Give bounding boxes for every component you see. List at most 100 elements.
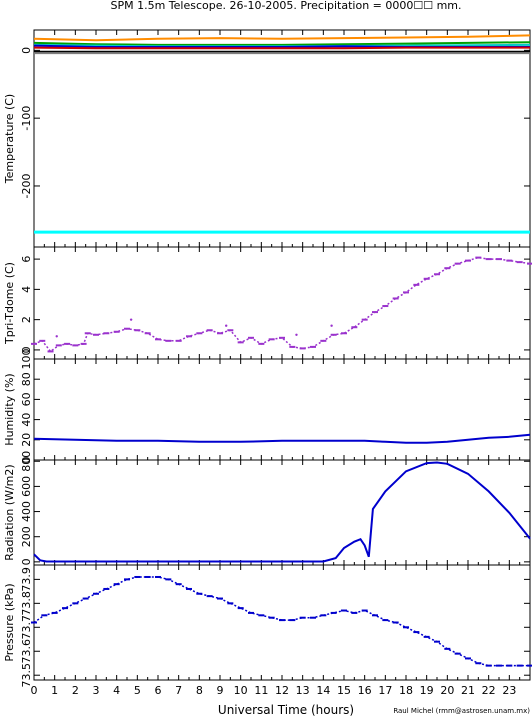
y-tick-label-humidity: 60	[20, 392, 33, 406]
series-line-temperature-1	[33, 41, 531, 46]
data-point-tdiff	[444, 267, 451, 270]
outlier-point-tdiff	[225, 324, 228, 327]
y-tick-label-pressure: 73.7	[20, 615, 33, 640]
y-tick-label-humidity: 80	[20, 372, 33, 386]
data-point-pressure	[217, 597, 223, 600]
data-point-pressure	[423, 635, 430, 638]
data-point-tdiff	[186, 335, 192, 338]
data-point-pressure	[475, 662, 482, 665]
y-tick-label-radiation: 200	[20, 526, 33, 547]
data-point-pressure	[454, 652, 461, 655]
data-point-tdiff	[80, 342, 87, 345]
data-point-tdiff	[310, 345, 316, 348]
y-tick-label-radiation: 400	[20, 501, 33, 522]
data-point-pressure	[527, 664, 532, 667]
panel-frame-radiation	[33, 459, 531, 566]
data-point-pressure	[403, 626, 409, 629]
data-point-pressure	[485, 664, 492, 667]
x-tick-label: 2	[72, 684, 79, 697]
data-point-tdiff	[72, 344, 79, 347]
y-tick-label-pressure: 73.5	[20, 663, 33, 688]
y-axis-label-humidity: Humidity (%)	[3, 373, 16, 445]
y-tick-label-humidity: 20	[20, 433, 33, 447]
data-point-tdiff	[55, 344, 62, 347]
x-tick-label: 11	[254, 684, 268, 697]
data-point-tdiff	[403, 291, 409, 294]
data-point-pressure	[62, 607, 68, 610]
data-point-tdiff	[175, 339, 182, 342]
x-tick-label: 15	[337, 684, 351, 697]
x-tick-label: 8	[196, 684, 203, 697]
data-point-tdiff	[103, 332, 110, 335]
y-tick-label-humidity: 100	[20, 349, 33, 370]
data-point-tdiff	[361, 318, 368, 321]
y-tick-label-radiation: 600	[20, 476, 33, 497]
data-point-tdiff	[268, 338, 275, 341]
data-point-pressure	[31, 621, 37, 624]
outlier-point-tdiff	[129, 318, 133, 321]
panel-frame-humidity	[33, 358, 531, 461]
data-point-pressure	[175, 583, 182, 586]
data-point-pressure	[496, 664, 502, 667]
y-tick-label-temperature: 0	[20, 47, 33, 54]
data-point-pressure	[196, 592, 203, 595]
x-tick-label: 12	[275, 684, 289, 697]
y-tick-label-radiation: 800	[20, 451, 33, 472]
data-point-tdiff	[341, 332, 347, 335]
data-point-tdiff	[165, 339, 172, 342]
data-point-pressure	[341, 609, 347, 612]
data-point-pressure	[72, 602, 79, 605]
data-point-tdiff	[413, 283, 420, 286]
x-tick-label: 6	[155, 684, 162, 697]
data-point-pressure	[51, 611, 58, 614]
data-point-pressure	[237, 607, 244, 610]
data-point-pressure	[103, 587, 110, 590]
data-point-tdiff	[227, 329, 234, 332]
data-point-tdiff	[196, 332, 203, 335]
panels: 0 -100 -200 Temperature (C) 0 2 4 6 Tpri-Tdome (…	[3, 29, 532, 697]
data-point-tdiff	[299, 347, 306, 350]
data-point-pressure	[351, 611, 358, 614]
x-tick-label: 0	[31, 684, 38, 697]
data-point-tdiff	[527, 262, 532, 265]
data-point-tdiff	[237, 341, 244, 344]
data-point-tdiff	[93, 333, 99, 336]
data-point-tdiff	[258, 342, 265, 345]
data-point-pressure	[434, 640, 440, 643]
x-tick-label: 22	[482, 684, 496, 697]
y-tick-label-pressure: 73.6	[20, 639, 33, 664]
data-point-pressure	[413, 631, 420, 634]
data-point-pressure	[186, 587, 192, 590]
data-point-tdiff	[144, 332, 151, 335]
data-point-tdiff	[320, 339, 327, 342]
data-point-pressure	[227, 602, 234, 605]
data-point-tdiff	[423, 277, 430, 280]
series-trace-pressure	[33, 576, 530, 667]
x-tick-label: 5	[134, 684, 141, 697]
y-axis-label-tdiff: Tpri-Tdome (C)	[3, 262, 16, 345]
data-point-pressure	[206, 595, 213, 598]
data-point-tdiff	[279, 336, 285, 339]
data-point-pressure	[82, 597, 89, 600]
chart-title: SPM 1.5m Telescope. 26-10-2005. Precipit…	[110, 0, 461, 12]
outlier-point-tdiff	[330, 324, 333, 327]
credit-text: Raul Michel (rmm@astrosen.unam.mx)	[393, 707, 530, 715]
data-point-pressure	[320, 614, 327, 617]
x-tick-label: 18	[399, 684, 413, 697]
y-axis-label-pressure: Pressure (kPa)	[3, 583, 16, 661]
x-axis-label: Universal Time (hours)	[218, 703, 354, 717]
x-tick-label: 9	[217, 684, 224, 697]
data-point-tdiff	[289, 345, 296, 348]
data-point-pressure	[155, 575, 161, 578]
y-tick-label-humidity: 0	[20, 457, 33, 464]
y-axis-label-temperature: Temperature (C)	[3, 94, 16, 184]
series-line-humidity	[33, 433, 531, 444]
data-point-tdiff	[382, 305, 389, 308]
data-point-tdiff	[516, 261, 523, 264]
data-point-tdiff	[31, 342, 37, 345]
data-point-pressure	[506, 664, 513, 667]
data-point-pressure	[124, 578, 130, 581]
x-tick-label: 13	[296, 684, 310, 697]
y-tick-label-radiation: 0	[20, 558, 33, 565]
